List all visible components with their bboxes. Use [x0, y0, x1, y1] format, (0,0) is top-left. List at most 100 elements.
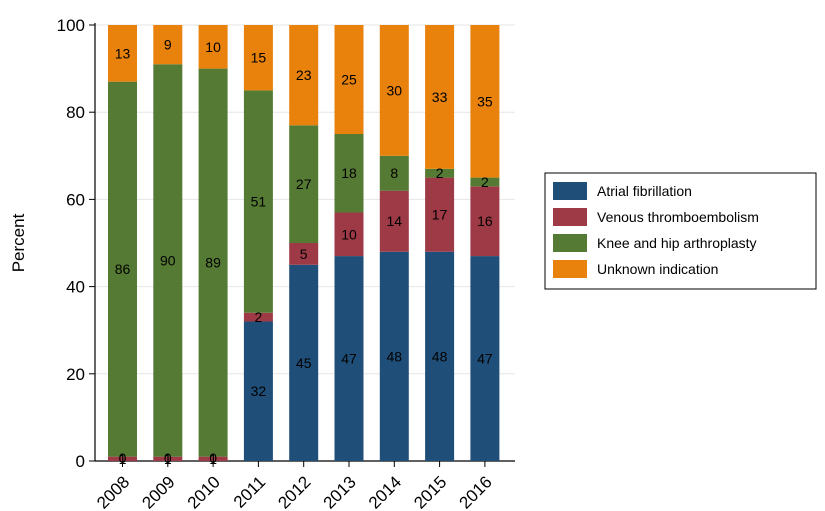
bar-segment-knee-and-hip-arthroplasty	[153, 64, 183, 457]
bar-segment-unknown-indication	[289, 25, 319, 126]
data-label: 32	[251, 383, 267, 399]
legend-item-label: Knee and hip arthroplasty	[597, 235, 757, 251]
bar-segment-knee-and-hip-arthroplasty	[198, 68, 228, 457]
data-label: 2	[255, 309, 263, 325]
data-label-zero: 0	[209, 450, 217, 466]
bar-segment-knee-and-hip-arthroplasty	[108, 81, 137, 457]
legend-swatch	[553, 234, 587, 252]
data-label: 48	[432, 348, 448, 364]
bar-segment-unknown-indication	[334, 25, 364, 134]
y-tick-label: 40	[66, 278, 85, 297]
data-label: 27	[296, 176, 312, 192]
bar-segment-knee-and-hip-arthroplasty	[379, 155, 409, 191]
bar-segment-venous-thromboembolism	[334, 212, 364, 257]
bar-segment-atrial-fibrillation	[289, 264, 319, 461]
data-label: 2	[436, 165, 444, 181]
data-label: 45	[296, 355, 312, 371]
data-label: 33	[432, 89, 448, 105]
legend-box	[544, 172, 817, 290]
legend-item-label: Atrial fibrillation	[597, 183, 692, 199]
legend-swatch	[553, 208, 587, 226]
data-label: 89	[205, 255, 221, 271]
x-tick-label: 2010	[184, 472, 224, 511]
y-tick-label: 0	[76, 452, 85, 471]
data-label: 1	[164, 451, 172, 467]
y-tick-label: 60	[66, 190, 85, 209]
bar-segment-unknown-indication	[108, 25, 137, 82]
y-axis-title: Percent	[9, 213, 28, 272]
legend-swatch	[553, 260, 587, 278]
bar-segment-unknown-indication	[243, 25, 273, 91]
data-label: 35	[477, 93, 493, 109]
data-labels: 1 86 13 1 90 9 1 89 10 32 2 51 15 45 5 27 23 47 10 18 25 48 14…	[115, 37, 493, 467]
bar-segment-unknown-indication	[425, 25, 455, 169]
bar-segment-knee-and-hip-arthroplasty	[289, 125, 319, 243]
legend-item-label: Unknown indication	[597, 261, 718, 277]
data-label: 47	[477, 351, 493, 367]
y-tick-label: 20	[66, 365, 85, 384]
data-label: 2	[481, 174, 489, 190]
bar-segment-unknown-indication	[379, 25, 409, 156]
bar-segment-knee-and-hip-arthroplasty	[425, 168, 455, 178]
x-tick-label: 2012	[274, 472, 314, 511]
data-label: 23	[296, 67, 312, 83]
bar-segment-venous-thromboembolism	[470, 186, 500, 257]
legend: Atrial fibrillation Venous thromboembolis…	[544, 172, 817, 290]
y-axis: 0 20 40 60 80 100	[57, 16, 96, 471]
data-label: 16	[477, 213, 493, 229]
bar-segment-knee-and-hip-arthroplasty	[470, 177, 500, 187]
x-tick-label: 2016	[456, 472, 496, 511]
bar-segment-venous-thromboembolism	[379, 190, 409, 252]
data-label: 8	[390, 165, 398, 181]
data-label-zero: 0	[119, 450, 127, 466]
data-label: 5	[300, 246, 308, 262]
x-tick-label: 2009	[138, 472, 178, 511]
bar-segment-unknown-indication	[198, 25, 228, 69]
data-label: 25	[341, 72, 357, 88]
bar-segment-venous-thromboembolism	[153, 456, 183, 461]
x-tick-label: 2008	[93, 472, 133, 511]
data-label: 9	[164, 37, 172, 53]
legend-item-label: Venous thromboembolism	[597, 209, 759, 225]
y-tick-label: 80	[66, 103, 85, 122]
data-label: 13	[115, 45, 131, 61]
bar-segment-venous-thromboembolism	[198, 456, 228, 461]
legend-swatch	[553, 182, 587, 200]
data-label: 51	[251, 194, 267, 210]
bar-segment-knee-and-hip-arthroplasty	[334, 134, 364, 213]
data-label: 17	[432, 207, 448, 223]
data-label: 18	[341, 165, 357, 181]
x-axis: 2008 2009 2010 2011 2012 2013 2014 2015 2016	[93, 460, 515, 511]
bar-segment-unknown-indication	[153, 25, 183, 65]
data-label-zero: 0	[164, 450, 172, 466]
data-label: 14	[387, 213, 403, 229]
bar-segment-atrial-fibrillation	[425, 251, 455, 461]
x-tick-label: 2015	[410, 472, 450, 511]
bar-segment-venous-thromboembolism	[243, 312, 273, 322]
data-label: 48	[387, 348, 403, 364]
x-tick-label: 2013	[320, 472, 360, 511]
bar-segment-atrial-fibrillation	[243, 321, 273, 461]
data-label: 10	[341, 226, 357, 242]
bar-segment-knee-and-hip-arthroplasty	[243, 90, 273, 313]
bars	[108, 25, 500, 461]
bar-segment-unknown-indication	[470, 25, 500, 178]
y-tick-label: 100	[57, 16, 85, 35]
x-tick-label: 2011	[230, 472, 269, 511]
data-label: 86	[115, 261, 131, 277]
bar-segment-atrial-fibrillation	[470, 256, 500, 461]
bar-segment-atrial-fibrillation	[334, 256, 364, 461]
bar-segment-venous-thromboembolism	[425, 177, 455, 252]
data-label: 90	[160, 252, 176, 268]
data-label: 10	[205, 39, 221, 55]
data-label: 30	[387, 82, 403, 98]
data-label: 1	[209, 451, 217, 467]
bar-segment-venous-thromboembolism	[108, 456, 137, 461]
data-label: 47	[341, 351, 357, 367]
data-label: 1	[119, 451, 127, 467]
data-label: 15	[251, 50, 267, 66]
bar-segment-venous-thromboembolism	[289, 243, 319, 265]
bar-segment-atrial-fibrillation	[379, 251, 409, 461]
x-tick-label: 2014	[365, 472, 405, 511]
